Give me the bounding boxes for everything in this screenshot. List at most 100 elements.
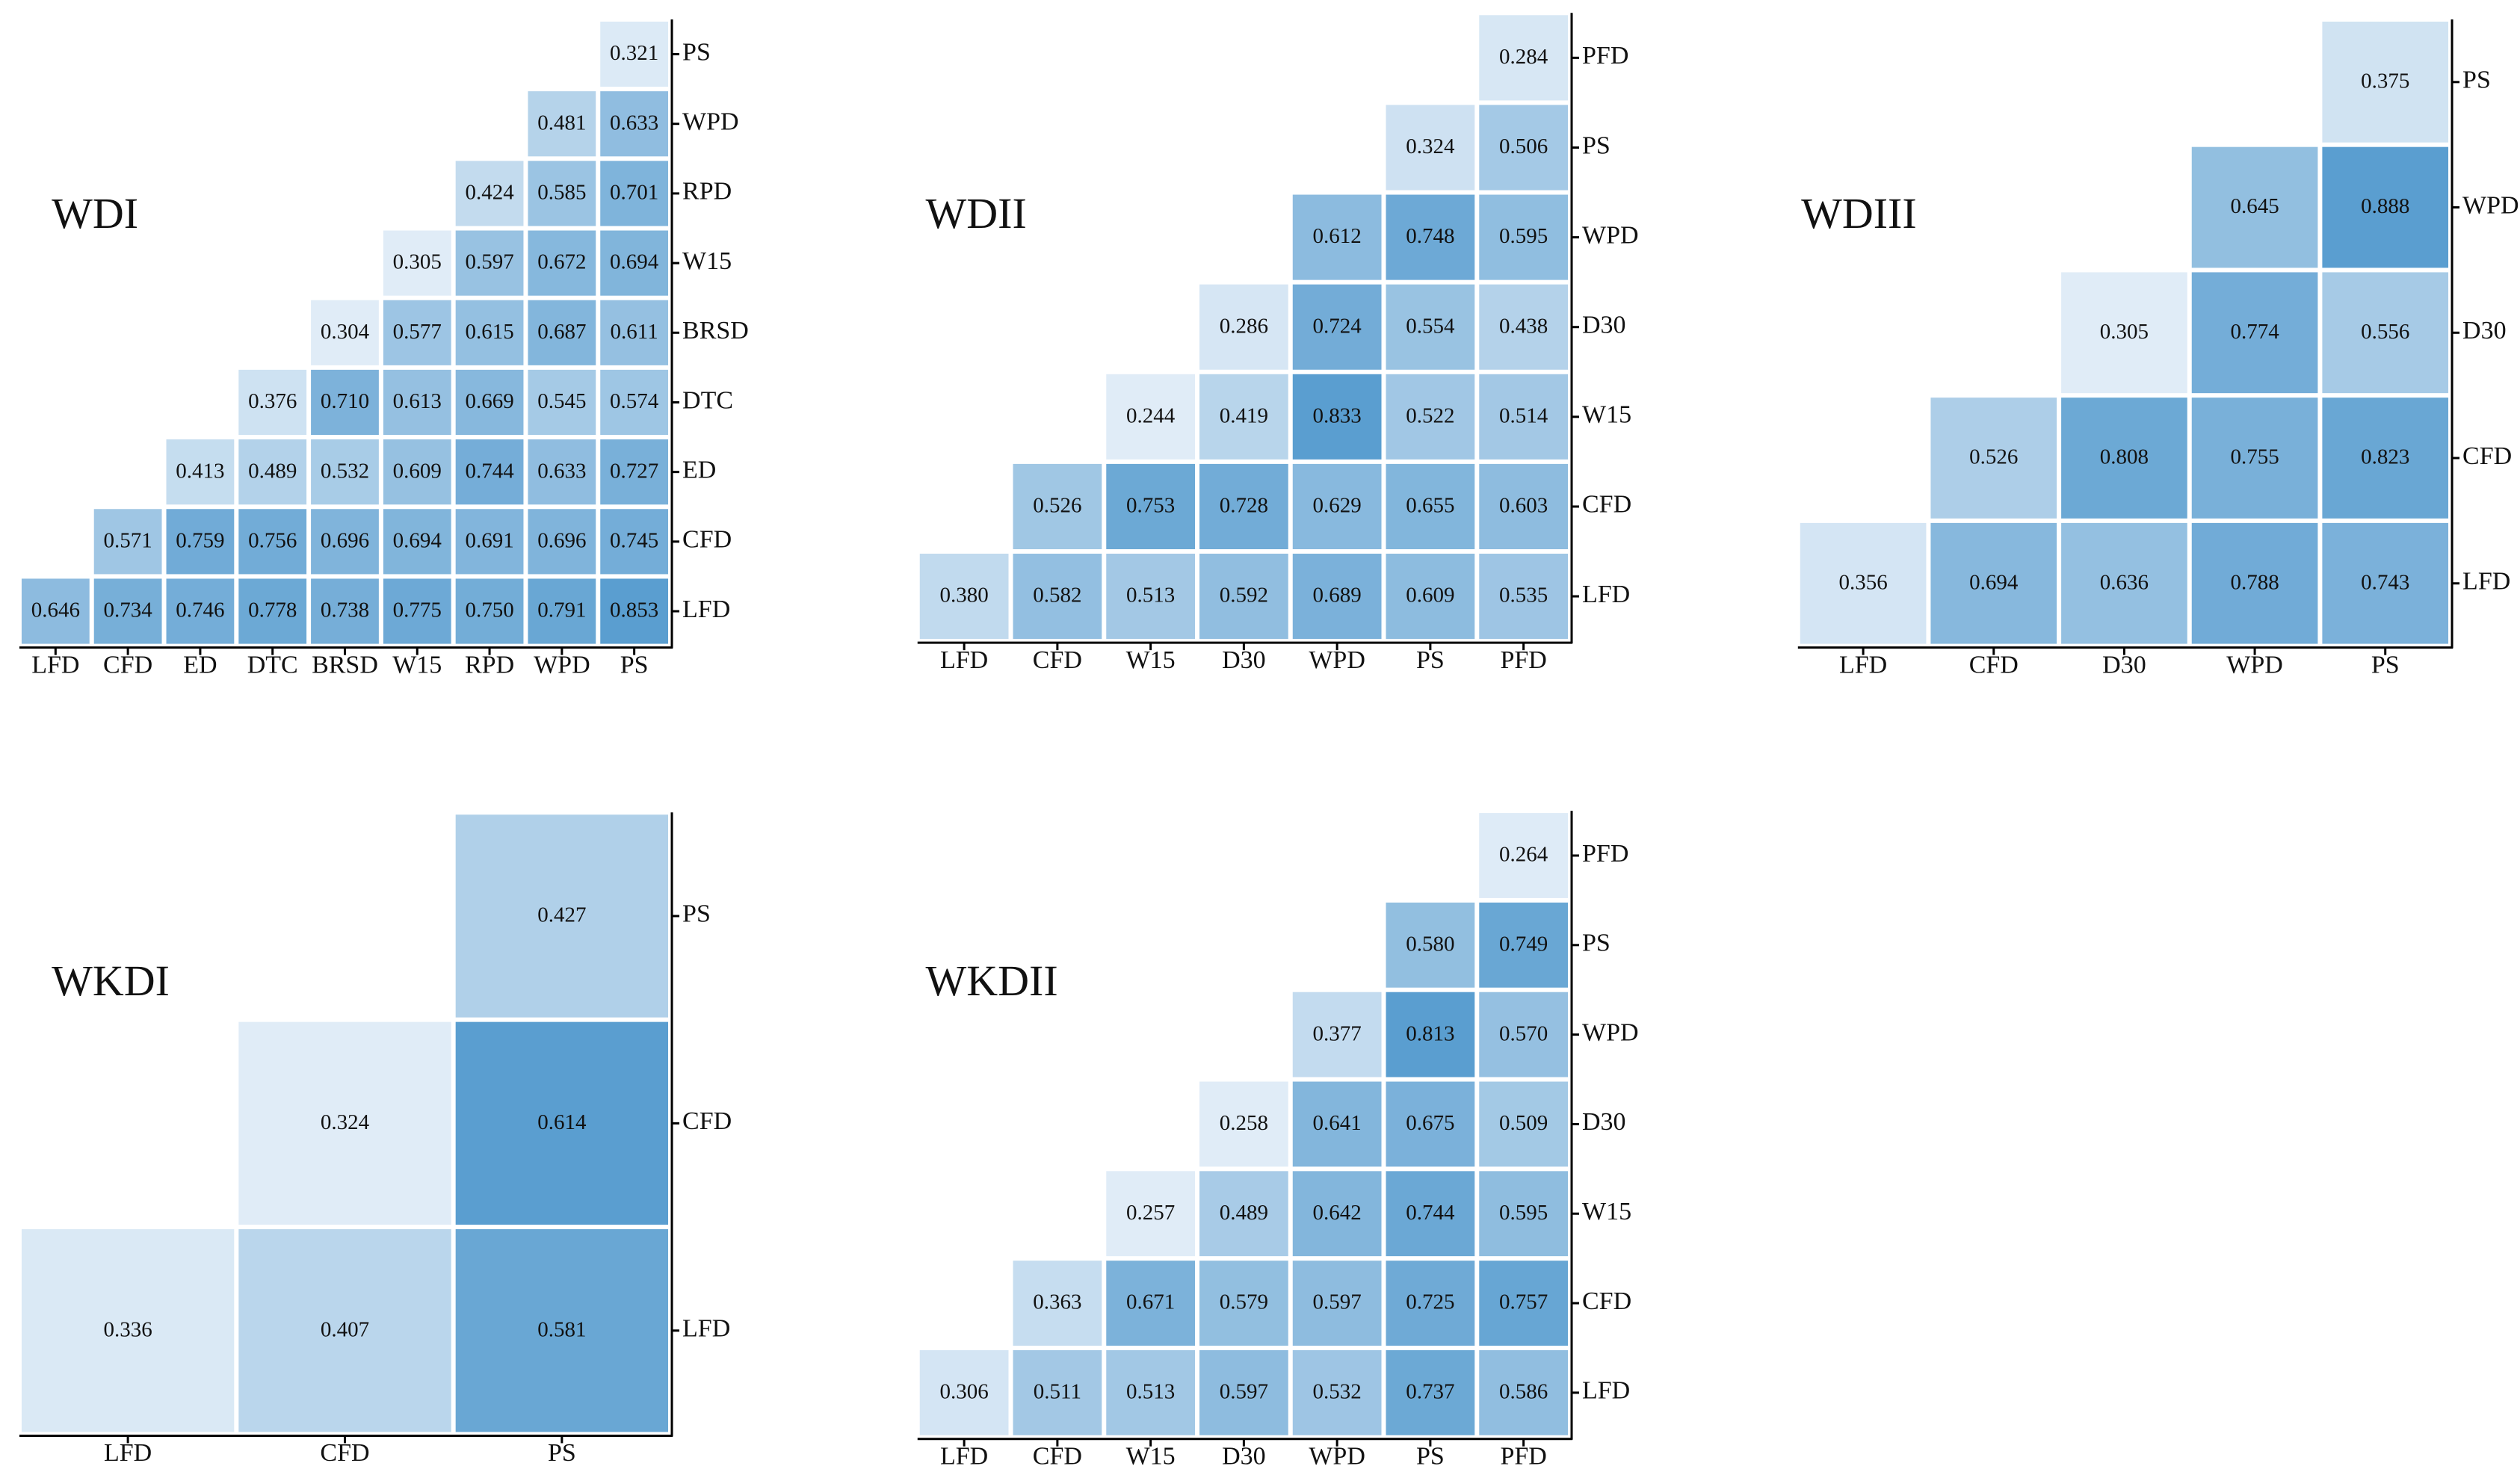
cell-label: 0.694 [1969, 570, 2019, 594]
y-tick-label: PS [1582, 132, 1610, 159]
heatmap-cell [528, 439, 596, 505]
y-tick-label: D30 [2462, 317, 2507, 344]
cell-label: 0.581 [537, 1317, 586, 1341]
heatmap-cell [1013, 1349, 1102, 1435]
cell-label: 0.513 [1126, 584, 1175, 607]
x-tick-label: W15 [392, 651, 442, 678]
heatmap-cell [1199, 1349, 1288, 1435]
cell-label: 0.813 [1406, 1021, 1454, 1045]
heatmap-cell [1106, 1261, 1196, 1346]
heatmap-cell [2191, 146, 2318, 268]
heatmap-cell [2322, 272, 2449, 394]
heatmap-cell [2322, 21, 2449, 143]
heatmap-cell [455, 1021, 669, 1225]
cell-label: 0.745 [610, 528, 658, 552]
cell-label: 0.696 [537, 528, 586, 552]
cell-label: 0.757 [1499, 1290, 1548, 1314]
x-tick-label: BRSD [312, 651, 378, 678]
heatmap-cell [528, 161, 596, 226]
heatmap-cell [1479, 463, 1569, 550]
cell-label: 0.286 [1220, 314, 1268, 338]
heatmap-cell [21, 578, 90, 644]
heatmap-cell [311, 509, 379, 575]
x-tick-label: LFD [31, 651, 79, 678]
heatmap-cell [1199, 1261, 1288, 1346]
x-tick-label: CFD [1033, 646, 1082, 674]
cell-label: 0.554 [1406, 314, 1455, 338]
heatmap-cell [919, 1349, 1009, 1435]
heatmap-cell [600, 300, 669, 365]
cell-label: 0.526 [1033, 494, 1081, 518]
cell-label: 0.481 [537, 111, 586, 134]
y-tick-label: WPD [1582, 1018, 1639, 1046]
heatmap-cell [455, 230, 524, 296]
cell-label: 0.791 [537, 599, 586, 622]
heatmap-cell [455, 814, 669, 1018]
cell-label: 0.597 [1313, 1290, 1362, 1314]
cell-label: 0.570 [1499, 1021, 1548, 1045]
heatmap-cell [311, 300, 379, 365]
cell-label: 0.592 [1220, 584, 1268, 607]
heatmap-cell [1479, 1349, 1569, 1435]
x-tick-label: D30 [1222, 646, 1266, 674]
heatmap-cell [1479, 284, 1569, 370]
y-tick-label: W15 [1582, 401, 1631, 429]
heatmap-cell [1386, 1349, 1475, 1435]
heatmap-cell [1479, 374, 1569, 460]
x-tick-label: PS [1416, 1443, 1445, 1471]
y-tick-label: WPD [1582, 221, 1639, 249]
x-tick-label: ED [183, 651, 217, 678]
cell-label: 0.727 [610, 459, 658, 483]
cell-label: 0.888 [2361, 194, 2409, 218]
x-tick-label: PS [548, 1439, 576, 1467]
heatmap-cell [238, 578, 307, 644]
heatmap-cell [1292, 554, 1382, 640]
cell-label: 0.671 [1126, 1290, 1175, 1314]
heatmap-cell [1292, 1171, 1382, 1257]
x-tick-label: D30 [2102, 651, 2146, 678]
heatmap-cell [1013, 463, 1102, 550]
heatmap-cell [1386, 194, 1475, 280]
x-tick-label: DTC [247, 651, 298, 678]
heatmap-cell [1106, 554, 1196, 640]
y-tick-label: W15 [1582, 1198, 1631, 1225]
heatmap-cell [166, 439, 235, 505]
heatmap-cell [528, 369, 596, 436]
heatmap-cell [600, 161, 669, 226]
cell-label: 0.571 [103, 528, 152, 552]
heatmap-cell [1479, 554, 1569, 640]
cell-label: 0.642 [1313, 1201, 1362, 1225]
heatmap-cell [383, 439, 451, 505]
cell-label: 0.614 [537, 1110, 587, 1134]
cell-label: 0.808 [2100, 445, 2149, 469]
cell-label: 0.375 [2361, 69, 2409, 93]
cell-label: 0.612 [1313, 224, 1362, 248]
cell-label: 0.304 [321, 320, 370, 344]
y-tick-label: CFD [2462, 442, 2512, 470]
cell-label: 0.603 [1499, 494, 1548, 518]
heatmap-cell [383, 300, 451, 365]
heatmap-cell [1479, 15, 1569, 101]
x-tick-label: W15 [1126, 646, 1176, 674]
cell-label: 0.258 [1220, 1111, 1268, 1135]
cell-label: 0.532 [321, 459, 369, 483]
heatmap-cell [1386, 902, 1475, 988]
cell-label: 0.489 [248, 459, 297, 483]
heatmap-cell [600, 439, 669, 505]
y-tick-label: BRSD [682, 317, 749, 344]
cell-label: 0.585 [537, 181, 586, 205]
cell-label: 0.419 [1220, 403, 1268, 427]
heatmap-cell [238, 509, 307, 575]
cell-label: 0.511 [1034, 1380, 1081, 1404]
heatmap-cell [455, 578, 524, 644]
y-tick-label: WPD [2462, 191, 2519, 219]
heatmap-cell [2061, 272, 2187, 394]
x-tick-label: WPD [1309, 646, 1365, 674]
heatmap-cell [2322, 146, 2449, 268]
heatmap-cell [1386, 374, 1475, 460]
cell-label: 0.438 [1499, 314, 1548, 338]
cell-label: 0.506 [1499, 134, 1548, 158]
cell-label: 0.324 [321, 1110, 370, 1134]
